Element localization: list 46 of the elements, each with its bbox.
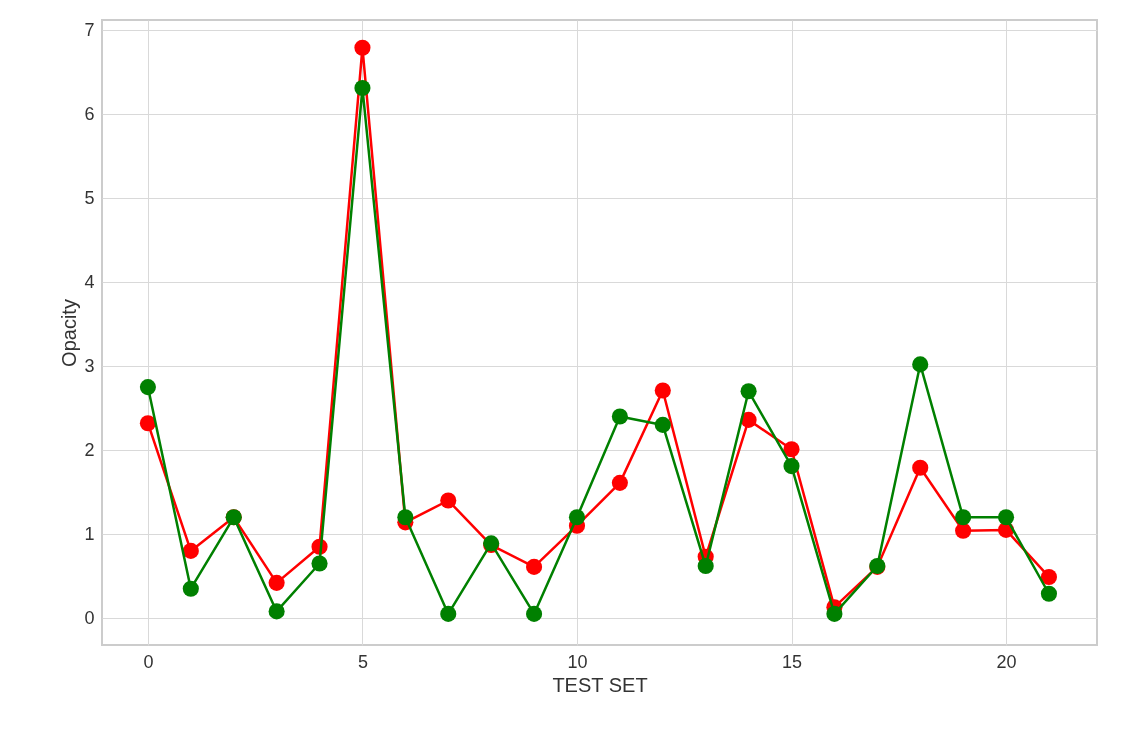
point — [139, 379, 156, 396]
point — [440, 605, 457, 622]
point — [611, 474, 628, 491]
y-tick-label: 5 — [84, 187, 95, 208]
x-tick-label: 0 — [143, 651, 154, 672]
point — [912, 356, 929, 373]
x-tick-label: 10 — [567, 651, 588, 672]
point — [268, 574, 285, 591]
point — [182, 542, 199, 559]
point — [1040, 568, 1058, 585]
y-tick-label: 0 — [84, 607, 95, 628]
x-tick-label: 15 — [781, 651, 803, 672]
point — [397, 509, 414, 526]
point — [654, 382, 671, 399]
point — [139, 415, 156, 432]
point — [997, 509, 1015, 526]
y-axis-title: Opacity — [58, 299, 81, 367]
point — [740, 383, 757, 400]
x-tick-label: 20 — [996, 651, 1017, 672]
point — [912, 459, 929, 476]
y-tick-label: 1 — [84, 523, 95, 544]
point — [955, 522, 972, 539]
point — [354, 80, 371, 97]
y-tick-label: 7 — [84, 19, 95, 40]
point — [1040, 585, 1058, 602]
point — [440, 492, 457, 509]
point — [268, 603, 285, 620]
point — [526, 605, 543, 622]
point — [783, 458, 800, 475]
point — [955, 509, 972, 526]
y-tick-label: 2 — [84, 439, 95, 460]
x-axis-title: TEST SET — [552, 673, 648, 696]
point — [568, 509, 586, 526]
point — [654, 416, 671, 433]
point — [311, 555, 328, 572]
y-tick-label: 4 — [84, 271, 95, 292]
point — [783, 441, 800, 458]
x-tick-label: 5 — [357, 651, 368, 672]
point — [354, 39, 371, 56]
point — [526, 558, 543, 575]
point — [182, 580, 199, 597]
point — [697, 557, 714, 575]
y-tick-label: 3 — [84, 355, 95, 376]
point — [826, 605, 843, 622]
y-tick-label: 6 — [84, 103, 95, 124]
point — [611, 408, 628, 425]
